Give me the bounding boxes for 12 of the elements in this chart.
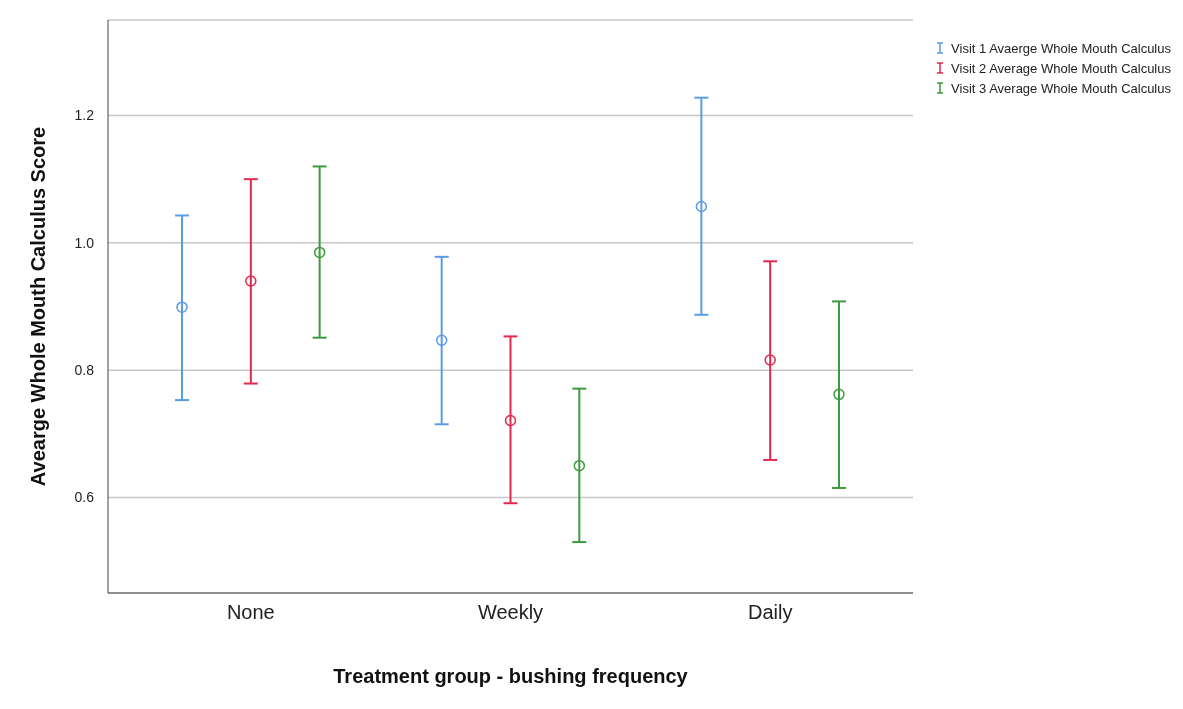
legend-label: Visit 1 Avaerge Whole Mouth Calculus [951,40,1171,56]
x-tick-label: Weekly [477,601,544,624]
y-tick-label: 1.2 [74,107,95,124]
x-axis-title: Treatment group - bushing frequency [333,665,689,687]
legend-label: Visit 2 Average Whole Mouth Calculus [951,60,1171,76]
y-tick-label: 0.6 [74,489,95,506]
y-axis-title: Avearge Whole Mouth Calculus Score [27,126,50,487]
x-tick-label: Daily [747,601,793,624]
y-tick-label: 1.0 [74,234,95,251]
y-tick-label: 0.8 [74,362,95,379]
x-tick-label: None [226,601,275,624]
legend-label: Visit 3 Average Whole Mouth Calculus [951,80,1171,96]
